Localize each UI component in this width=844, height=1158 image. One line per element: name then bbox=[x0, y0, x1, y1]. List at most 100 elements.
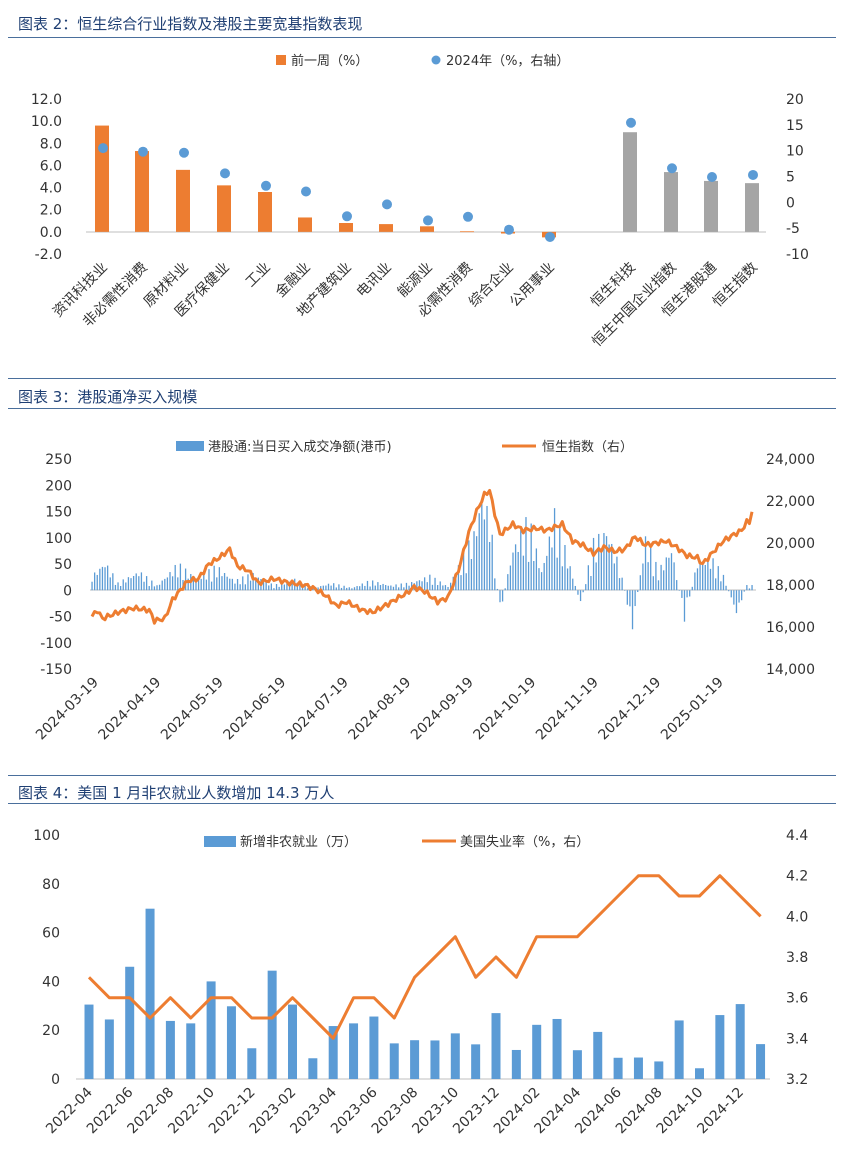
y-axis-left: 12.0 10.0 8.0 6.0 4.0 2.0 0.0 -2.0 bbox=[31, 92, 62, 263]
legend-label-payrolls: 新增非农就业（万） bbox=[240, 834, 357, 850]
netbuy-bar bbox=[605, 536, 608, 591]
netbuy-bar bbox=[673, 562, 675, 591]
x-tick-label: 2024-04-19 bbox=[95, 675, 164, 744]
netbuy-bar bbox=[553, 508, 556, 591]
netbuy-bar bbox=[106, 565, 109, 591]
netbuy-bar bbox=[735, 590, 738, 614]
y-tick-label: 12.0 bbox=[31, 92, 62, 108]
netbuy-bar bbox=[566, 568, 569, 591]
y-axis-left: 250 200 150 100 50 0 -50 -100 -150 bbox=[40, 452, 72, 678]
netbuy-bar bbox=[681, 590, 683, 598]
netbuy-bar bbox=[338, 584, 340, 591]
y2-tick-label: 16,000 bbox=[766, 620, 815, 636]
netbuy-bar bbox=[426, 582, 428, 591]
netbuy-bar bbox=[353, 587, 356, 591]
payrolls-bar bbox=[491, 1013, 501, 1079]
netbuy-bar bbox=[307, 588, 309, 591]
netbuy-bar bbox=[192, 579, 195, 591]
payrolls-bar bbox=[450, 1033, 460, 1079]
netbuy-bar bbox=[317, 587, 319, 591]
ytd-dot bbox=[423, 215, 433, 226]
netbuy-bar bbox=[195, 579, 197, 591]
chart-legend: 新增非农就业（万） 美国失业率（%，右） bbox=[204, 834, 589, 850]
y-tick-label: 200 bbox=[45, 478, 72, 494]
netbuy-bar bbox=[572, 578, 574, 591]
legend-swatch-weekly bbox=[276, 55, 286, 65]
netbuy-bar bbox=[709, 568, 712, 591]
netbuy-bar bbox=[475, 536, 478, 591]
netbuy-bar bbox=[156, 585, 158, 591]
netbuy-bar bbox=[125, 582, 127, 591]
y-tick-label: 50 bbox=[54, 557, 72, 573]
payrolls-bar bbox=[389, 1043, 399, 1079]
y-tick-label: 100 bbox=[33, 828, 60, 844]
netbuy-bar bbox=[229, 578, 231, 591]
legend-label-2024: 2024年（%，右轴） bbox=[446, 54, 569, 69]
netbuy-bar bbox=[699, 562, 701, 591]
southbound-flow-chart: 港股通:当日买入成交净额(港币) 恒生指数（右） 250 200 150 100 50 0… bbox=[33, 439, 815, 744]
y2-tick-label: -5 bbox=[786, 221, 800, 237]
netbuy-bar bbox=[481, 503, 483, 591]
netbuy-bar bbox=[720, 581, 722, 591]
payrolls-bar bbox=[165, 1020, 175, 1079]
netbuy-bar bbox=[244, 584, 247, 591]
netbuy-bar bbox=[683, 590, 686, 622]
payrolls-bar bbox=[349, 1023, 359, 1079]
ytd-dot bbox=[382, 199, 392, 210]
netbuy-bar bbox=[629, 590, 631, 607]
figure-3-rule-top bbox=[8, 378, 836, 379]
netbuy-bar bbox=[223, 573, 226, 591]
netbuy-bar bbox=[691, 586, 693, 591]
netbuy-bar bbox=[429, 574, 431, 591]
netbuy-bar bbox=[559, 525, 561, 591]
netbuy-bar bbox=[702, 562, 704, 591]
netbuy-bar bbox=[642, 563, 644, 591]
netbuy-bar bbox=[712, 558, 714, 591]
y-tick-label: 0 bbox=[63, 583, 72, 599]
payrolls-bar bbox=[145, 908, 155, 1079]
x-tick-label: 2024-07-19 bbox=[283, 675, 352, 744]
weekly-bar bbox=[745, 183, 759, 232]
y-tick-label: -50 bbox=[49, 610, 72, 626]
netbuy-bar bbox=[213, 565, 215, 591]
netbuy-bar bbox=[379, 585, 382, 591]
payrolls-bar bbox=[511, 1049, 521, 1079]
y-tick-label: 40 bbox=[42, 974, 60, 990]
weekly-bar bbox=[298, 217, 312, 232]
industry-index-chart: 前一周（%） 2024年（%，右轴） 12.0 10.0 8.0 6.0 4.0 2.0 0… bbox=[31, 53, 809, 350]
netbuy-bar bbox=[187, 578, 189, 591]
netbuy-bar bbox=[197, 577, 200, 591]
x-tick-label: 2024-06-19 bbox=[220, 675, 289, 744]
netbuy-bar bbox=[522, 555, 525, 591]
netbuy-bar bbox=[369, 586, 371, 591]
y-tick-label: 4.0 bbox=[40, 181, 62, 197]
netbuy-bar bbox=[382, 583, 384, 591]
netbuy-bar bbox=[491, 534, 493, 591]
ytd-dot bbox=[220, 168, 230, 179]
netbuy-bar bbox=[696, 568, 699, 591]
payrolls-bar bbox=[471, 1044, 481, 1079]
ytd-dot bbox=[504, 224, 514, 235]
ytd-dot bbox=[342, 211, 352, 222]
netbuy-bar bbox=[416, 581, 418, 591]
netbuy-bar bbox=[626, 590, 628, 605]
netbuy-bar bbox=[418, 580, 421, 591]
netbuy-bar bbox=[325, 585, 327, 591]
figure-2: 图表 2：恒生综合行业指数及港股主要宽基指数表现 前一周（%） 2024年（%，… bbox=[0, 0, 844, 380]
payrolls-bar bbox=[593, 1031, 603, 1079]
netbuy-bar bbox=[579, 590, 582, 602]
netbuy-bar bbox=[161, 580, 163, 591]
netbuy-bar bbox=[143, 581, 145, 591]
y2-tick-label: 3.2 bbox=[786, 1072, 808, 1088]
netbuy-bar bbox=[273, 588, 275, 591]
netbuy-bar bbox=[595, 562, 597, 591]
netbuy-bar bbox=[164, 578, 166, 591]
y2-tick-label: 20,000 bbox=[766, 536, 815, 552]
netbuy-bar bbox=[533, 561, 535, 591]
netbuy-bar bbox=[639, 575, 641, 591]
ytd-dot bbox=[707, 172, 717, 183]
y-tick-label: 0.0 bbox=[40, 225, 62, 241]
netbuy-bar bbox=[208, 569, 210, 591]
netbuy-bar bbox=[403, 587, 405, 591]
